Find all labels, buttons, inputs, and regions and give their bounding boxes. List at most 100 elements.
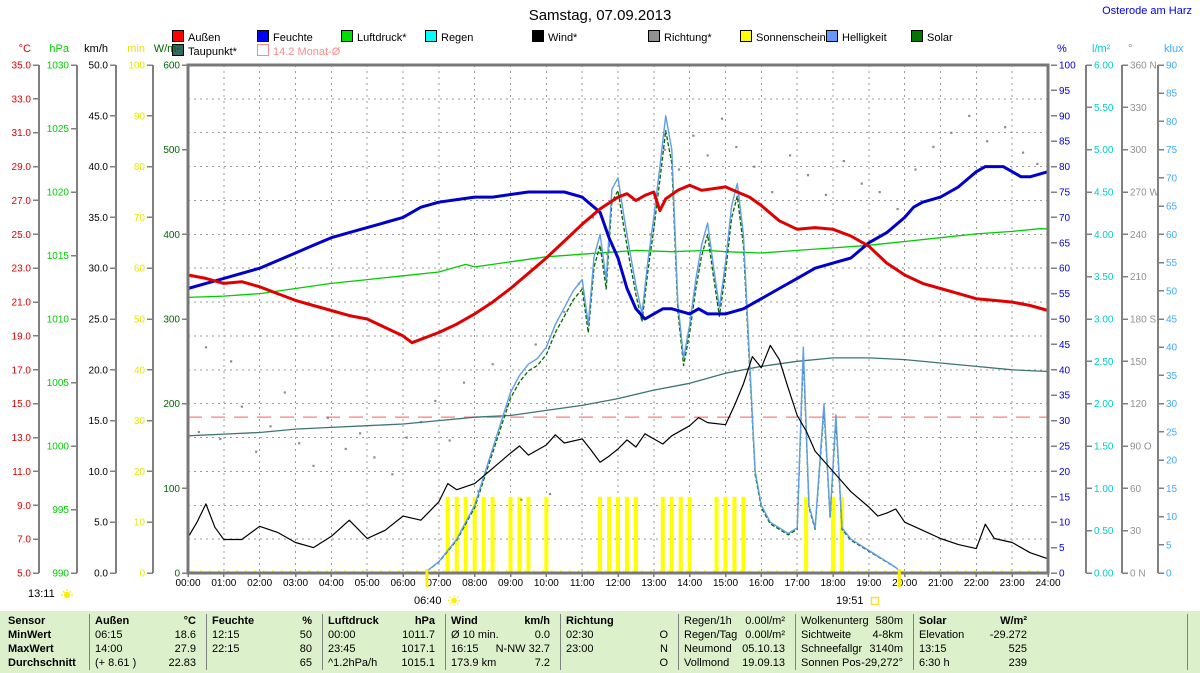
richtung-dot <box>269 425 272 428</box>
sunset-icon <box>870 596 879 606</box>
tick-label-klux: 75 <box>1166 145 1178 156</box>
regen-mond-value: 19.09.13 <box>742 657 785 669</box>
tick-label-klux: 35 <box>1166 371 1178 382</box>
tick-label-pct: 10 <box>1059 518 1071 529</box>
richtung-dot <box>753 165 756 168</box>
legend-label: 14.2 Monat-Ø <box>273 46 341 58</box>
x-tick-label: 12:00 <box>605 578 630 589</box>
tick-label-temp_c: 11.0 <box>12 467 31 478</box>
richtung-dot <box>720 117 724 120</box>
richtung-dot <box>563 310 566 314</box>
tick-label-kmh: 15.0 <box>89 416 109 427</box>
legend-item-feuchte: Feuchte <box>257 30 313 44</box>
legend-label: Wind* <box>548 32 578 44</box>
tick-label-lm2: 1.50 <box>1094 442 1114 453</box>
tick-label-klux: 55 <box>1166 258 1178 269</box>
tick-label-hpa: 1015 <box>47 251 70 262</box>
tick-label-pct: 45 <box>1059 340 1071 351</box>
x-tick-label: 09:00 <box>498 578 523 589</box>
richtung-dot <box>520 498 523 501</box>
atmosphaere-label: Schneefallgr <box>801 643 863 655</box>
row-label-sensor: Sensor <box>8 615 46 627</box>
sunshine-bar <box>678 496 683 573</box>
tick-label-lm2: 4.00 <box>1094 230 1114 241</box>
richtung-dot <box>283 391 286 394</box>
tick-label-pct: 70 <box>1059 213 1071 224</box>
tick-label-temp_c: 5.0 <box>17 569 31 580</box>
current-time-label: 13:11 <box>28 588 55 600</box>
tick-label-klux: 65 <box>1166 202 1178 213</box>
sunshine-bar <box>732 496 737 573</box>
series-wind <box>187 344 1049 560</box>
tick-label-temp_c: 21.0 <box>12 298 32 309</box>
solar-value: 239 <box>1008 657 1027 669</box>
richtung-dot <box>312 464 315 467</box>
legend-label: Sonnenschein <box>756 32 826 44</box>
regen-mond-label: Neumond <box>684 643 732 655</box>
axis-unit-kmh: km/h <box>84 43 108 55</box>
x-tick-label: 23:00 <box>1000 578 1025 589</box>
richtung-value: N <box>660 643 668 655</box>
richtung-dot <box>534 343 537 346</box>
tick-label-min: 100 <box>128 61 145 72</box>
legend-swatch <box>341 30 353 42</box>
weather-chart: 35.0 33.0 31.0 29.0 27.0 25.0 23.0 21.0 19.0 17.0… <box>12 43 1185 589</box>
luftdruck-value: 1017.1 <box>401 643 435 655</box>
feuchte-header: Feuchte <box>212 615 255 627</box>
tick-label-klux: 30 <box>1166 399 1178 410</box>
tick-label-klux: 45 <box>1166 315 1178 326</box>
x-tick-label: 01:00 <box>211 578 236 589</box>
sunshine-bar <box>445 496 450 573</box>
table-separator <box>445 614 446 670</box>
richtung-dot <box>878 191 881 194</box>
x-tick-label: 18:00 <box>820 578 845 589</box>
x-tick-label: 19:00 <box>856 578 881 589</box>
richtung-dot <box>219 437 222 441</box>
x-tick-label: 08:00 <box>462 578 487 589</box>
sunshine-bar <box>839 496 844 573</box>
sunset-time: 19:51 <box>836 595 864 607</box>
weather-sun-icon <box>60 589 73 599</box>
tick-label-temp_c: 25.0 <box>12 230 32 241</box>
tick-label-temp_c: 35.0 <box>12 61 32 72</box>
table-separator <box>1187 614 1188 670</box>
richtung-dot <box>824 193 828 197</box>
solar-unit: W/m² <box>1000 615 1027 627</box>
tick-label-lm2: 3.00 <box>1094 315 1114 326</box>
tick-label-klux: 90 <box>1166 61 1178 72</box>
tick-label-pct: 90 <box>1059 111 1071 122</box>
tick-label-lm2: 5.50 <box>1094 103 1114 114</box>
sunshine-bar <box>544 496 549 573</box>
axis-unit-min: min <box>127 43 145 55</box>
legend-label: Richtung* <box>664 32 712 44</box>
tick-label-hpa: 1000 <box>47 442 70 453</box>
axis-unit-hpa: hPa <box>49 43 69 55</box>
richtung-dot <box>968 114 971 117</box>
richtung-dot <box>240 405 243 408</box>
richtung-dot <box>735 145 738 149</box>
legend-swatch <box>648 30 660 42</box>
sunshine-bar <box>454 496 459 573</box>
legend-item-14-2-monat-: 14.2 Monat-Ø <box>257 44 341 58</box>
sunrise-marker <box>425 569 429 587</box>
x-tick-label: 00:00 <box>175 578 200 589</box>
richtung-dot <box>344 447 347 451</box>
series-luftdruck <box>187 228 1048 299</box>
legend-item-regen: Regen <box>425 30 473 44</box>
x-tick-label: 16:00 <box>749 578 774 589</box>
table-separator <box>678 614 679 670</box>
richtung-dot <box>914 168 917 171</box>
x-tick-label: 24:00 <box>1035 578 1060 589</box>
richtung-dot <box>204 346 208 349</box>
tick-label-pct: 95 <box>1059 86 1071 97</box>
legend-item-helligkeit: Helligkeit <box>826 30 887 44</box>
table-separator <box>913 614 914 670</box>
sunshine-bar <box>624 496 629 573</box>
tick-label-pct: 75 <box>1059 188 1071 199</box>
x-tick-label: 06:00 <box>390 578 415 589</box>
richtung-time: 23:00 <box>566 643 594 655</box>
richtung-dot <box>842 159 845 163</box>
x-tick-label: 22:00 <box>964 578 989 589</box>
tick-label-klux: 50 <box>1166 286 1178 297</box>
x-tick-label: 03:00 <box>283 578 308 589</box>
